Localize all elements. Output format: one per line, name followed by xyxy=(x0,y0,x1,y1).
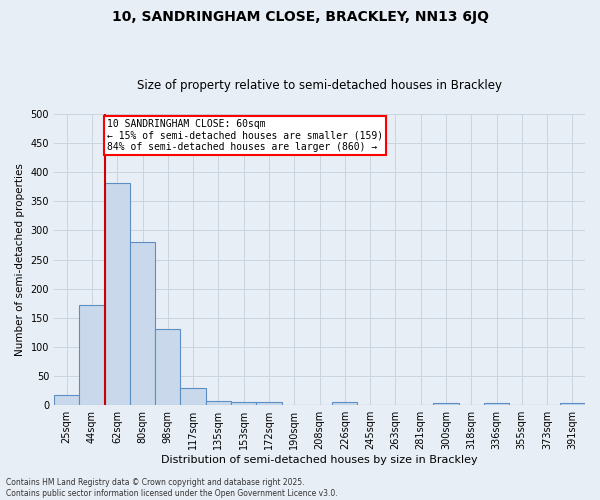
Bar xyxy=(130,242,155,405)
Text: Contains HM Land Registry data © Crown copyright and database right 2025.
Contai: Contains HM Land Registry data © Crown c… xyxy=(6,478,338,498)
Text: 10 SANDRINGHAM CLOSE: 60sqm
← 15% of semi-detached houses are smaller (159)
84% : 10 SANDRINGHAM CLOSE: 60sqm ← 15% of sem… xyxy=(107,118,383,152)
Bar xyxy=(433,403,458,405)
Title: Size of property relative to semi-detached houses in Brackley: Size of property relative to semi-detach… xyxy=(137,79,502,92)
Bar xyxy=(231,402,256,405)
Bar xyxy=(560,403,585,405)
Bar xyxy=(181,388,206,405)
Text: 10, SANDRINGHAM CLOSE, BRACKLEY, NN13 6JQ: 10, SANDRINGHAM CLOSE, BRACKLEY, NN13 6J… xyxy=(112,10,488,24)
Bar xyxy=(332,402,358,405)
Bar xyxy=(206,400,231,405)
Bar xyxy=(54,396,79,405)
Bar xyxy=(155,329,181,405)
Bar xyxy=(79,305,104,405)
Bar xyxy=(484,403,509,405)
Bar xyxy=(256,402,281,405)
X-axis label: Distribution of semi-detached houses by size in Brackley: Distribution of semi-detached houses by … xyxy=(161,455,478,465)
Y-axis label: Number of semi-detached properties: Number of semi-detached properties xyxy=(15,163,25,356)
Bar xyxy=(104,182,130,405)
